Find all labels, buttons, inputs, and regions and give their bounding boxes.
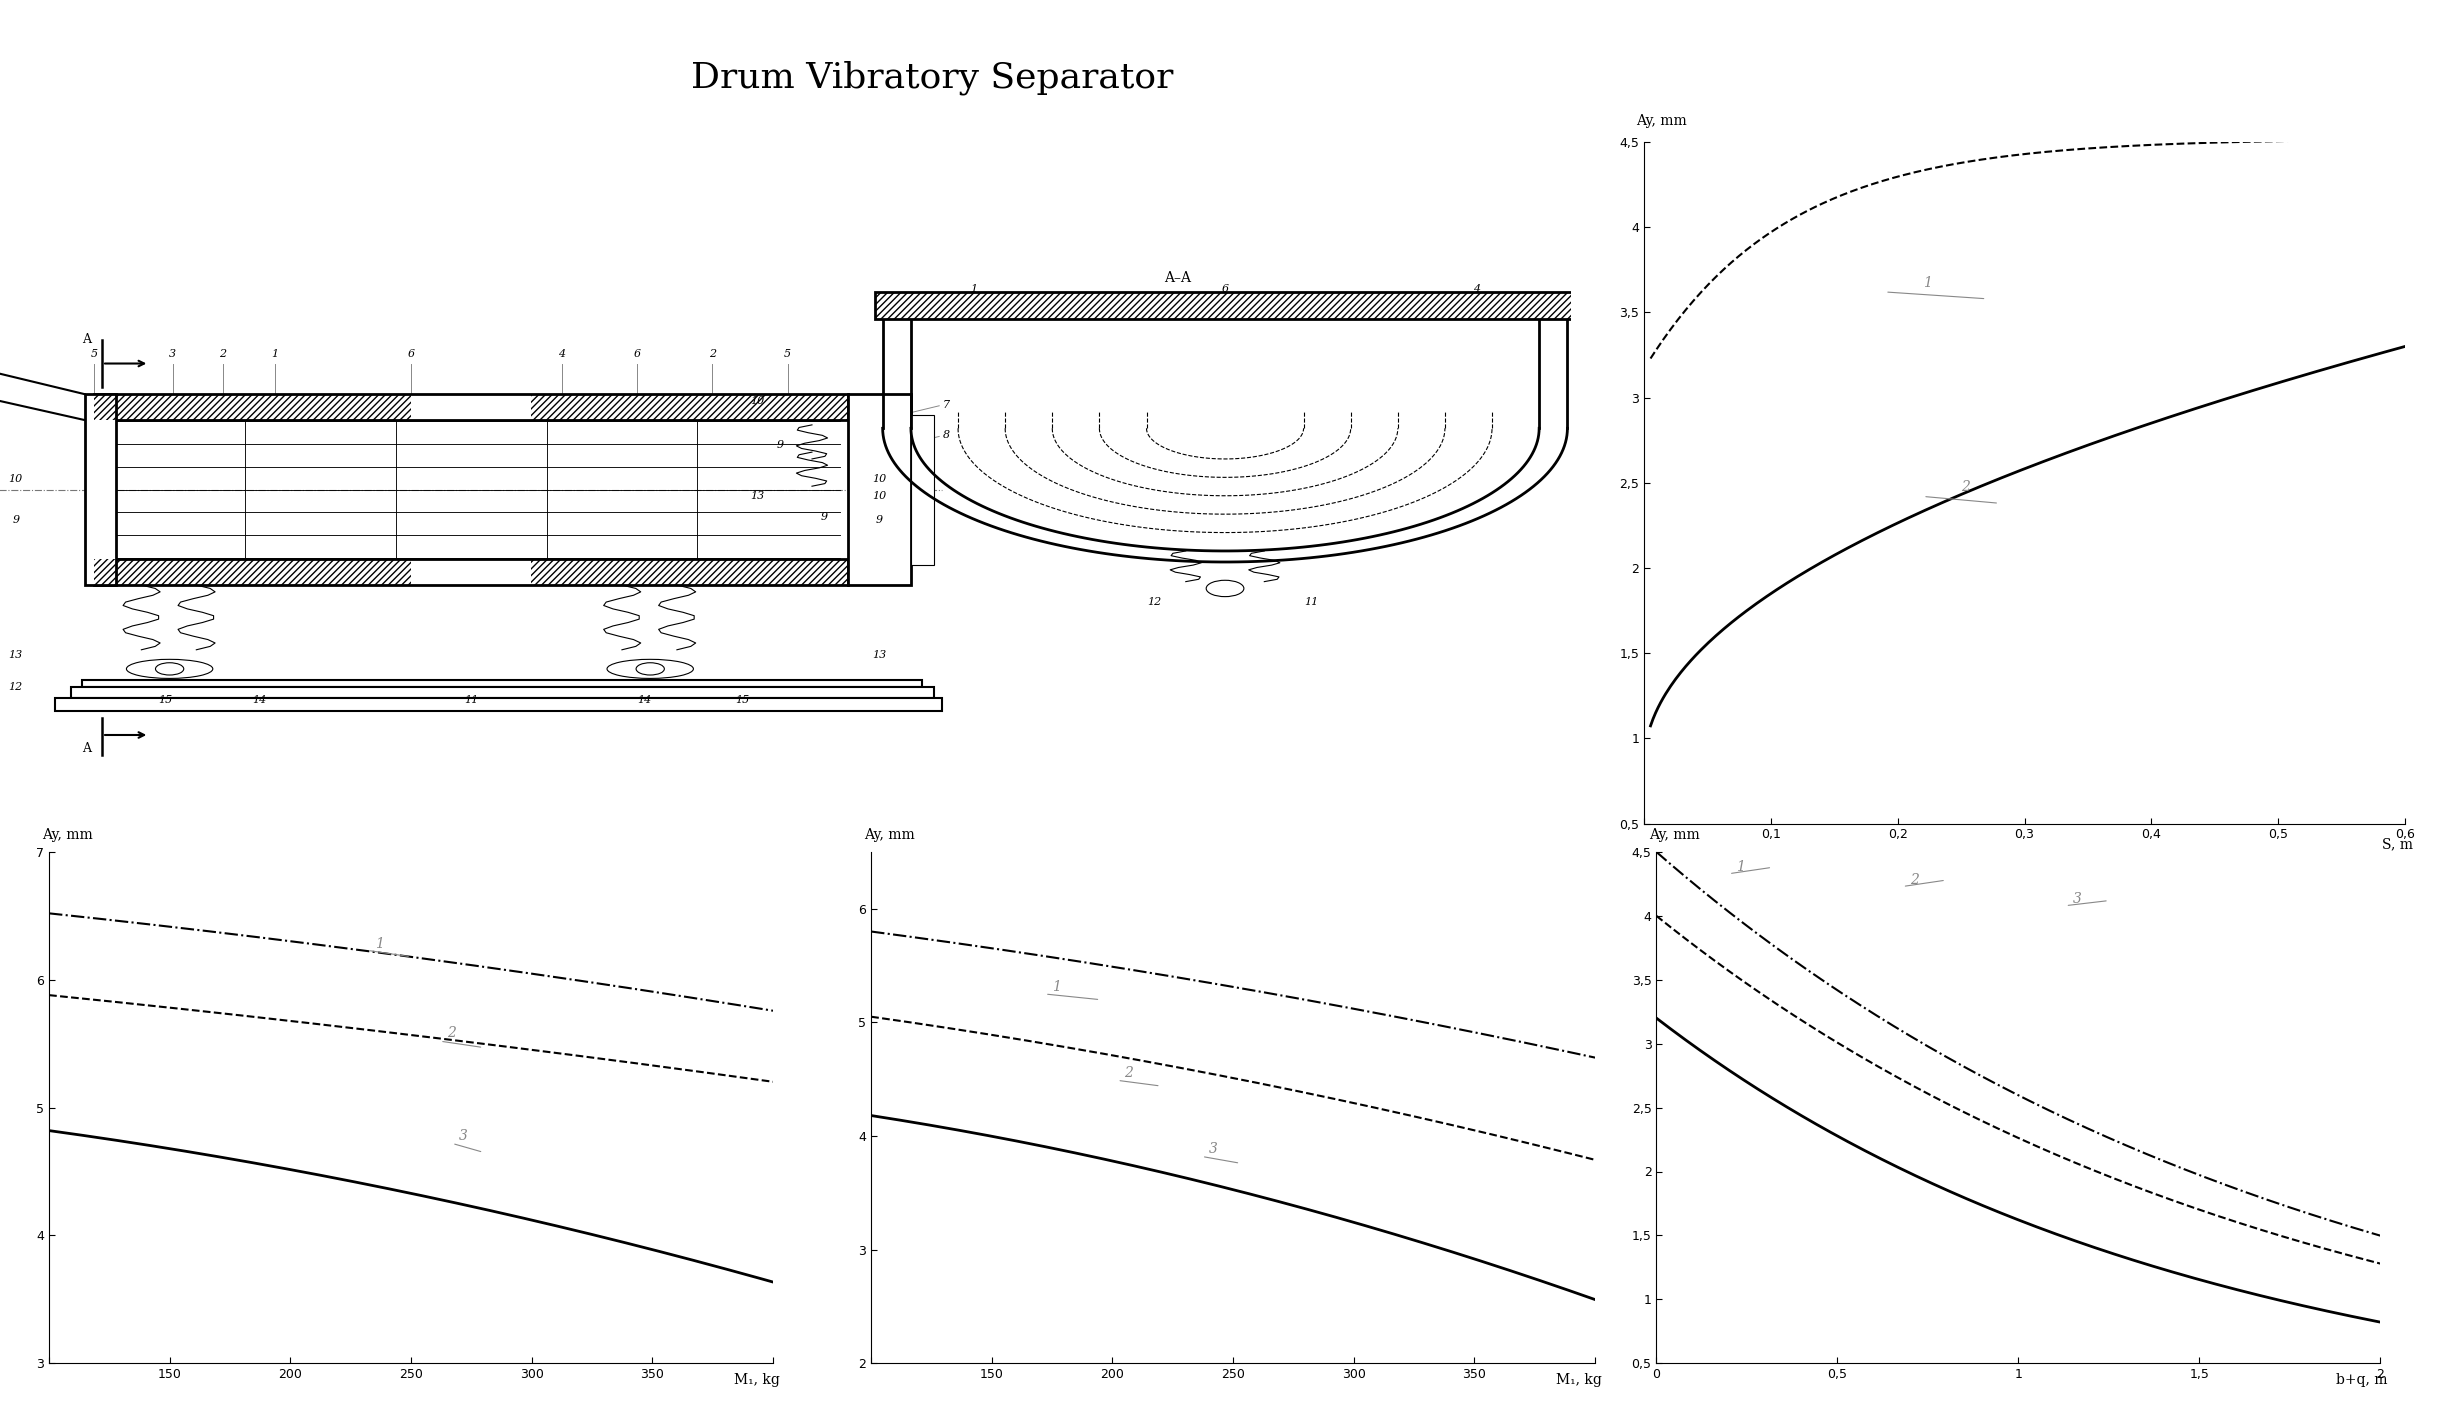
Text: 1: 1 <box>1053 980 1060 994</box>
Text: 10: 10 <box>7 474 22 484</box>
Text: 2: 2 <box>709 349 717 359</box>
Bar <box>533 559 849 585</box>
Text: 7: 7 <box>942 400 950 410</box>
Text: b+q, m: b+q, m <box>2336 1373 2388 1387</box>
Text: 8: 8 <box>942 430 950 440</box>
Text: 14: 14 <box>253 694 267 704</box>
Circle shape <box>155 663 184 674</box>
Text: 4: 4 <box>557 349 564 359</box>
Text: 13: 13 <box>751 491 763 501</box>
Bar <box>93 559 849 585</box>
Text: 2: 2 <box>1124 1066 1134 1081</box>
Text: 5: 5 <box>91 349 98 359</box>
Text: 2: 2 <box>1909 873 1919 888</box>
Circle shape <box>1207 581 1244 596</box>
Bar <box>81 680 923 687</box>
Text: 1: 1 <box>272 349 277 359</box>
Text: S, m: S, m <box>2380 838 2412 851</box>
Text: 9: 9 <box>876 515 883 525</box>
Text: 10: 10 <box>1679 396 1693 406</box>
Bar <box>533 395 849 420</box>
Text: 1: 1 <box>1735 861 1745 875</box>
Ellipse shape <box>606 659 694 679</box>
Text: 5: 5 <box>785 349 790 359</box>
Text: 3: 3 <box>1210 1142 1217 1156</box>
Text: 12: 12 <box>1146 596 1161 608</box>
Text: 6: 6 <box>633 349 640 359</box>
Bar <box>86 395 115 585</box>
Bar <box>93 395 849 420</box>
Text: 12: 12 <box>7 682 22 693</box>
Text: 1: 1 <box>1924 275 1931 290</box>
Text: 9: 9 <box>778 440 785 450</box>
Text: A: A <box>81 743 91 755</box>
Text: Ay, mm: Ay, mm <box>1637 115 1688 128</box>
Ellipse shape <box>128 659 213 679</box>
Text: Drum Vibratory Separator: Drum Vibratory Separator <box>692 61 1173 95</box>
Text: M₁, kg: M₁, kg <box>734 1373 780 1387</box>
Text: 2: 2 <box>218 349 226 359</box>
Text: Ay, mm: Ay, mm <box>42 828 93 842</box>
Text: M₁, kg: M₁, kg <box>1556 1373 1602 1387</box>
Text: 6: 6 <box>407 349 415 359</box>
Text: 13: 13 <box>1679 491 1693 501</box>
Text: 9: 9 <box>822 511 827 523</box>
Bar <box>874 293 1575 320</box>
Text: 14: 14 <box>638 694 653 704</box>
Bar <box>93 559 410 585</box>
Text: 10: 10 <box>871 474 886 484</box>
Text: A: A <box>81 334 91 346</box>
Text: 10: 10 <box>751 396 763 406</box>
Text: 13: 13 <box>871 650 886 660</box>
Text: 9: 9 <box>12 515 20 525</box>
Text: 3: 3 <box>459 1129 469 1143</box>
Bar <box>71 687 935 697</box>
Bar <box>910 415 935 565</box>
Text: 4: 4 <box>1472 284 1480 294</box>
Text: 11: 11 <box>464 694 479 704</box>
Text: 15: 15 <box>157 694 172 704</box>
Text: 9: 9 <box>1666 440 1674 450</box>
Text: Ay, mm: Ay, mm <box>864 828 915 842</box>
Text: 2: 2 <box>1961 480 1971 494</box>
Text: 3: 3 <box>2074 892 2081 906</box>
Text: 3: 3 <box>169 349 177 359</box>
Bar <box>874 293 1575 320</box>
Text: A–A: A–A <box>1163 271 1193 285</box>
Bar <box>54 697 942 711</box>
Text: 1: 1 <box>969 284 977 294</box>
Text: 1: 1 <box>375 937 383 951</box>
Text: 13: 13 <box>7 650 22 660</box>
Bar <box>93 395 410 420</box>
Text: Ay, mm: Ay, mm <box>1649 828 1701 842</box>
Text: 11: 11 <box>1303 596 1318 608</box>
Text: 10: 10 <box>871 491 886 501</box>
Text: 6: 6 <box>1222 284 1229 294</box>
Bar <box>849 395 910 585</box>
Text: 15: 15 <box>736 694 748 704</box>
Text: 2: 2 <box>447 1027 456 1041</box>
Circle shape <box>636 663 665 674</box>
